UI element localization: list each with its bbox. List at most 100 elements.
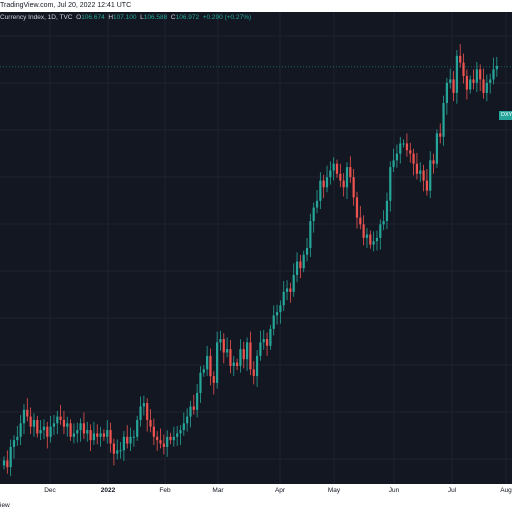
candle-body (352, 177, 355, 198)
top-bar: TradingView.com, Jul 20, 2022 12:41 UTC (0, 0, 512, 12)
candle-body (36, 419, 39, 434)
candle-body (159, 440, 162, 444)
candle (212, 371, 215, 395)
candle-body (472, 79, 475, 83)
candle (6, 450, 9, 474)
candle (442, 95, 445, 146)
candle (72, 423, 76, 444)
candle (279, 300, 282, 324)
candle-body (295, 261, 299, 275)
candle-body (379, 224, 382, 238)
candle (222, 333, 225, 364)
candle (395, 144, 399, 168)
candle-body (202, 369, 205, 373)
candle-body (2, 460, 6, 466)
candle (475, 61, 478, 92)
candle-body (149, 419, 152, 427)
candle-body (449, 79, 452, 83)
candle-body (106, 430, 109, 437)
open-value: 106.674 (81, 14, 105, 21)
candle (272, 305, 275, 336)
candle-body (29, 416, 32, 427)
candle-body (405, 143, 409, 151)
candle-body (252, 369, 255, 377)
candle-body (362, 224, 365, 238)
candle (9, 439, 12, 477)
candle (289, 282, 292, 303)
candle-body (162, 443, 165, 447)
candle (106, 420, 109, 444)
candle (99, 426, 102, 447)
candle-body (32, 419, 36, 427)
candle (119, 442, 122, 459)
candle (329, 161, 332, 185)
candle-body (485, 82, 488, 93)
candle-body (79, 423, 82, 431)
candle (182, 412, 185, 436)
candle-body (189, 406, 192, 417)
symbol-title: Currency Index, 1D, TVC (0, 14, 73, 21)
candle-body (475, 69, 478, 83)
candle-body (239, 349, 242, 366)
candle-body (429, 160, 432, 191)
candle-body (482, 79, 485, 93)
candle (322, 174, 325, 199)
time-axis[interactable]: Dec 2022 Feb Mar Apr May Jun Jul Aug (0, 484, 512, 500)
candle (469, 75, 472, 94)
x-tick-label: Jun (388, 487, 400, 494)
candle-body (102, 433, 105, 437)
candle-body (322, 180, 325, 188)
candle (192, 394, 195, 415)
chart-legend: Currency Index, 1D, TVC O106.674 H107.10… (0, 14, 251, 21)
candle-body (179, 430, 182, 434)
candle (295, 252, 299, 283)
candle (355, 191, 359, 229)
candle-body (226, 349, 229, 353)
candle-body (442, 103, 445, 137)
candle (285, 280, 289, 301)
candle (389, 161, 392, 212)
candle-body (132, 436, 135, 438)
candle-body (192, 406, 195, 410)
candle (209, 348, 212, 386)
x-tick-label: Apr (274, 487, 286, 494)
candle-body (259, 342, 262, 356)
candle (139, 396, 142, 427)
candle-body (389, 167, 392, 201)
candle-body (279, 305, 282, 313)
candle-body (335, 163, 339, 174)
x-tick-label: Dec (44, 487, 56, 494)
candle-body (469, 79, 472, 90)
candle-body (152, 426, 155, 437)
candle (56, 410, 59, 435)
x-tick-label: May (327, 487, 341, 494)
candle (159, 428, 162, 449)
candle-body (92, 433, 96, 441)
candle-body (69, 423, 72, 437)
candle (96, 424, 99, 445)
candle-body (392, 160, 395, 168)
candle (485, 74, 488, 102)
x-tick-label: 2022 (100, 487, 116, 494)
candle (399, 136, 402, 164)
candle-body (289, 288, 292, 292)
candle-body (302, 254, 305, 269)
candle (142, 395, 145, 416)
candle (126, 425, 129, 449)
candle-body (89, 430, 92, 441)
candle (439, 123, 442, 144)
price-chart[interactable] (0, 12, 512, 484)
high-label: H (108, 14, 114, 21)
candle (415, 152, 419, 180)
candle (162, 434, 165, 455)
candle (196, 383, 199, 418)
candle (49, 415, 52, 443)
candle-body (492, 69, 495, 80)
chart-area[interactable]: Currency Index, 1D, TVC O106.674 H107.10… (0, 12, 512, 484)
candle (226, 337, 229, 358)
candle (459, 44, 462, 68)
candle-body (339, 173, 342, 181)
candle-body (172, 436, 175, 441)
candle-body (136, 419, 139, 437)
candle-body (249, 342, 252, 370)
